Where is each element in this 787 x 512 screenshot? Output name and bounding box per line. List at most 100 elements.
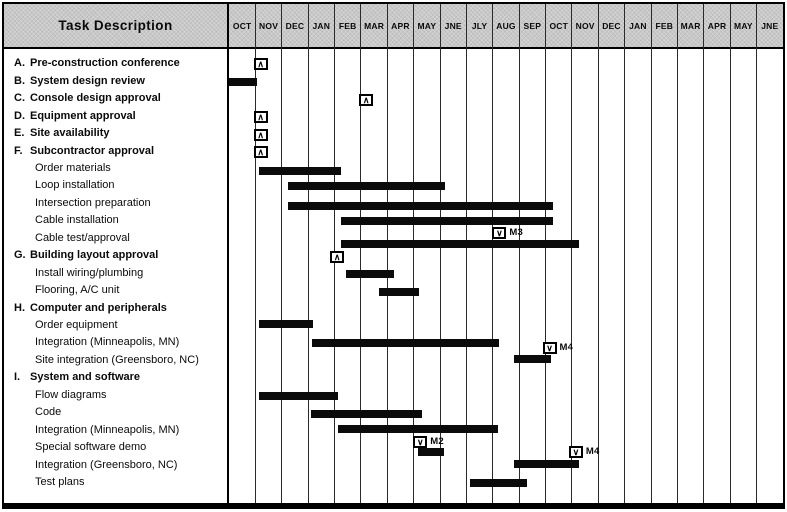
milestone-up-icon: ∧	[253, 111, 268, 124]
task-label: Site availability	[30, 127, 110, 140]
month-gridline	[650, 4, 652, 503]
gantt-bar	[310, 410, 422, 418]
task-label: System and software	[30, 371, 141, 384]
milestone-up-icon: ∧	[330, 250, 345, 263]
gantt-bar	[417, 447, 444, 456]
gantt-bar	[513, 460, 579, 469]
month-gridline	[492, 4, 494, 503]
month-header-cell: MAY	[417, 20, 437, 31]
task-row: Site integration (Greensboro, NC)	[4, 352, 226, 369]
month-header-cell: JNE	[444, 20, 462, 31]
month-gridline	[307, 4, 309, 503]
task-row: C. Console design approval	[4, 90, 226, 107]
task-row: Order equipment	[4, 317, 226, 334]
task-row: Cable test/approval	[4, 230, 226, 247]
task-letter: C.	[14, 92, 25, 105]
month-gridline	[439, 4, 441, 503]
month-gridline	[545, 4, 547, 503]
milestone-down-icon: ∨	[542, 341, 557, 354]
task-label: Code	[35, 406, 62, 419]
task-row: B. System design review	[4, 73, 226, 90]
task-label: Intersection preparation	[35, 196, 151, 209]
milestone-up-icon: ∧	[253, 58, 268, 70]
task-label: Console design approval	[30, 92, 161, 105]
gantt-bar	[341, 239, 579, 248]
milestone-down-icon: ∨	[568, 446, 583, 459]
month-header-cell: MAR	[680, 20, 701, 31]
task-letter: E.	[14, 127, 25, 140]
gantt-bar	[288, 201, 554, 210]
task-letter: D.	[14, 109, 25, 122]
task-label: Test plans	[35, 476, 85, 489]
task-label: Subcontractor approval	[30, 144, 155, 157]
task-label: Integration (Minneapolis, MN)	[35, 336, 180, 349]
task-row: G. Building layout approval	[4, 247, 226, 264]
month-gridline	[703, 4, 705, 503]
month-header-cell: OCT	[232, 20, 252, 31]
gantt-bar	[470, 478, 528, 487]
task-label: System design review	[30, 74, 145, 87]
task-row: Integration (Minneapolis, MN)	[4, 422, 226, 439]
month-gridline	[518, 4, 520, 503]
milestone-up-icon: ∧	[359, 93, 374, 106]
gantt-bar	[312, 339, 500, 348]
task-row: D. Equipment approval	[4, 108, 226, 125]
column-separator	[227, 4, 229, 503]
task-letter: I.	[14, 371, 21, 384]
task-row: Integration (Greensboro, NC)	[4, 457, 226, 474]
month-gridline	[465, 4, 467, 503]
month-gridline	[254, 4, 256, 503]
task-label: Computer and peripherals	[30, 301, 167, 314]
month-header-cell: NOV	[259, 20, 279, 31]
task-label: Building layout approval	[30, 249, 159, 262]
gantt-bar	[341, 217, 554, 226]
month-header-cell: FEB	[655, 20, 674, 31]
task-row: I. System and software	[4, 369, 226, 386]
task-letter: A.	[14, 57, 25, 70]
month-header-cell: APR	[707, 20, 727, 31]
gantt-bar	[259, 319, 314, 328]
task-label: Install wiring/plumbing	[35, 266, 144, 279]
milestone-up-icon: ∧	[253, 128, 268, 141]
month-gridline	[597, 4, 599, 503]
task-row: F. Subcontractor approval	[4, 143, 226, 160]
task-row: E. Site availability	[4, 125, 226, 142]
task-letter: F.	[14, 144, 23, 157]
task-label: Order materials	[35, 161, 111, 174]
gantt-bar	[338, 425, 499, 434]
month-header-cell: NOV	[575, 20, 595, 31]
task-letter: H.	[14, 301, 25, 314]
task-label: Integration (Greensboro, NC)	[35, 458, 178, 471]
month-header-cell: JAN	[312, 20, 331, 31]
month-header-cell: JLY	[471, 20, 488, 31]
task-label: Cable installation	[35, 214, 119, 227]
task-row: Integration (Minneapolis, MN)	[4, 334, 226, 351]
month-gridline	[360, 4, 362, 503]
task-column-header: Task Description	[58, 18, 173, 33]
month-gridline	[413, 4, 415, 503]
task-label: Special software demo	[35, 441, 147, 454]
month-header-cell: OCT	[549, 20, 568, 31]
month-header-cell: JNE	[761, 20, 779, 31]
task-row: Order materials	[4, 160, 226, 177]
gantt-bar	[513, 354, 551, 363]
header-band	[4, 4, 783, 49]
task-row: Code	[4, 404, 226, 421]
month-gridline	[281, 4, 283, 503]
task-row: Cable installation	[4, 212, 226, 229]
month-gridline	[729, 4, 731, 503]
gantt-bar	[259, 391, 339, 400]
month-gridline	[386, 4, 388, 503]
task-label: Pre-construction conference	[30, 57, 180, 70]
gantt-bar	[229, 78, 257, 87]
task-label: Cable test/approval	[35, 231, 130, 244]
month-header-cell: JAN	[629, 20, 647, 31]
milestone-down-icon: ∨	[413, 435, 428, 448]
task-row: Special software demo	[4, 439, 226, 456]
task-row: Intersection preparation	[4, 195, 226, 212]
gantt-bar	[346, 270, 394, 279]
task-label: Equipment approval	[30, 109, 136, 122]
milestone-label: M4	[585, 446, 600, 458]
task-row: Flow diagrams	[4, 387, 226, 404]
